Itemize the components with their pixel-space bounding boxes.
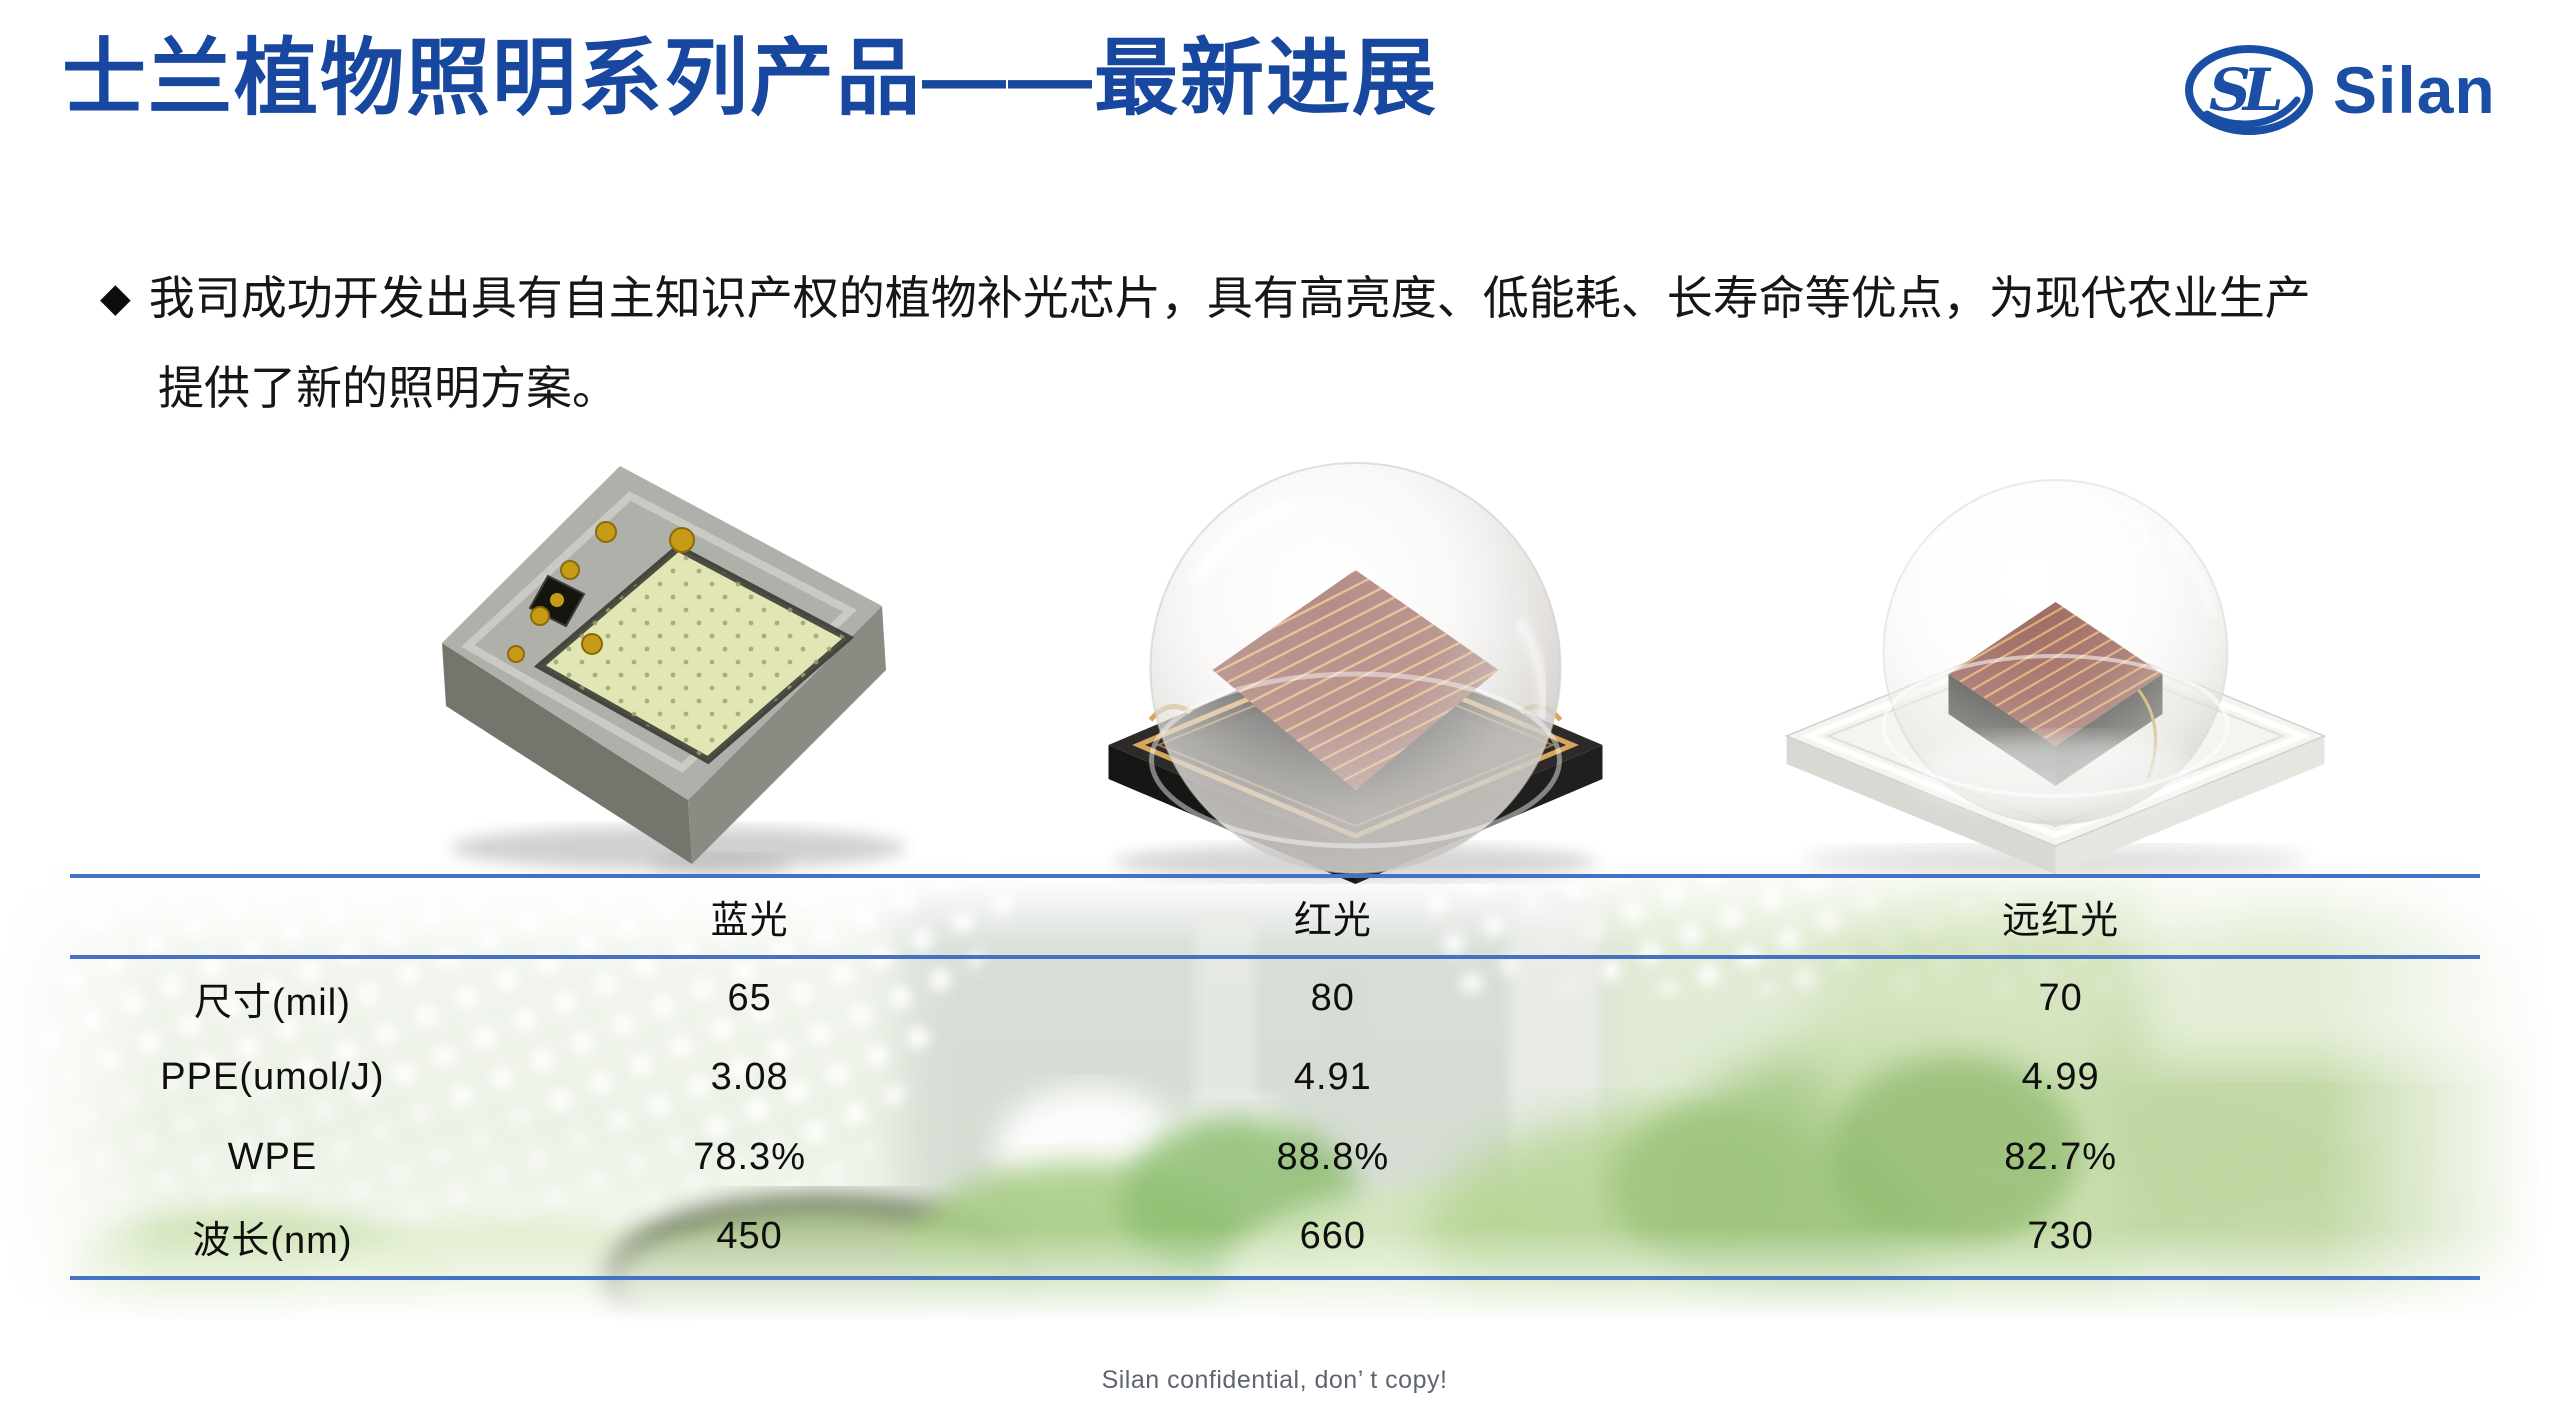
row-label-wavelength: 波长(nm) (192, 1219, 353, 1262)
silan-logo-icon: SL (2185, 45, 2313, 135)
cell-size-blue: 65 (727, 977, 772, 1020)
table-row-wavelength: 波长(nm) 450 660 730 (70, 1197, 2480, 1276)
silan-logo: SL Silan (2183, 44, 2496, 136)
product-image-far-red-led (1784, 479, 2327, 874)
product-image-blue-chip (442, 466, 906, 878)
row-label-size: 尺寸(mil) (194, 982, 351, 1025)
logo-monogram: SL (2209, 56, 2281, 124)
diamond-bullet-icon: ◆ (100, 276, 131, 320)
row-label-wpe: WPE (227, 1135, 318, 1178)
table-row-ppe: PPE(umol/J) 3.08 4.91 4.99 (70, 1038, 2480, 1117)
cell-wpe-blue: 78.3% (693, 1135, 806, 1178)
cell-wavelength-red: 660 (1299, 1214, 1367, 1257)
cell-size-red: 80 (1310, 977, 1355, 1020)
cell-ppe-blue: 3.08 (710, 1056, 789, 1099)
row-label-ppe: PPE(umol/J) (160, 1056, 385, 1099)
bullet-text-line2: 提供了新的照明方案。 (158, 362, 618, 414)
footer-confidentiality: Silan confidential, don’ t copy! (1101, 1366, 1448, 1394)
page-title: 士兰植物照明系列产品——最新进展 (62, 31, 1439, 125)
header-cell-far-red-light: 远红光 (2002, 900, 2120, 942)
grow-light-photo-strip (0, 852, 2549, 1322)
bullet-point: ◆ 我司成功开发出具有自主知识产权的植物补光芯片，具有高亮度、低能耗、长寿命等优… (100, 272, 2500, 414)
table-row-size: 尺寸(mil) 65 80 70 (70, 959, 2480, 1038)
cell-ppe-red: 4.91 (1293, 1056, 1372, 1099)
cell-wavelength-blue: 450 (716, 1214, 783, 1257)
cell-ppe-far-red: 4.99 (2021, 1056, 2100, 1099)
header-cell-blue-light: 蓝光 (710, 900, 789, 942)
header-cell-empty (70, 878, 475, 955)
cell-wpe-red: 88.8% (1276, 1135, 1390, 1178)
spec-table: 蓝光 红光 远红光 尺寸(mil) 65 80 70 PPE(umol/J) 3… (70, 874, 2480, 1280)
cell-wavelength-far-red: 730 (2027, 1214, 2094, 1257)
cell-wpe-far-red: 82.7% (2004, 1135, 2117, 1178)
spec-table-body: 尺寸(mil) 65 80 70 PPE(umol/J) 3.08 4.91 4… (70, 959, 2480, 1276)
spec-table-header: 蓝光 红光 远红光 (70, 878, 2480, 959)
table-row-wpe: WPE 78.3% 88.8% 82.7% (70, 1118, 2480, 1197)
bullet-text-line1: 我司成功开发出具有自主知识产权的植物补光芯片，具有高亮度、低能耗、长寿命等优点，… (148, 272, 2311, 324)
product-image-red-led (1108, 462, 1603, 884)
header-cell-red-light: 红光 (1293, 900, 1372, 942)
logo-wordmark: Silan (2333, 53, 2496, 127)
cell-size-far-red: 70 (2038, 977, 2083, 1020)
